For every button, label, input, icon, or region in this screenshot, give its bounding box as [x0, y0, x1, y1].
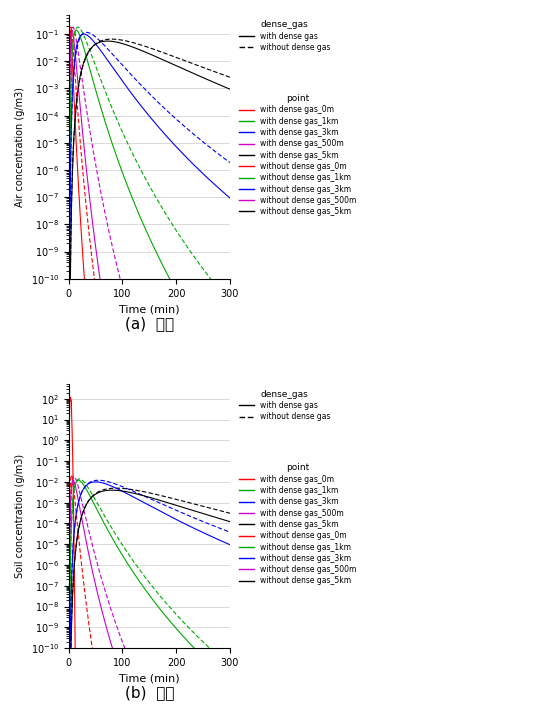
- Y-axis label: Soil concentration (g/m3): Soil concentration (g/m3): [15, 454, 25, 578]
- X-axis label: Time (min): Time (min): [119, 304, 180, 314]
- Text: (b)  토양: (b) 토양: [125, 685, 174, 700]
- Legend: with dense gas_0m, with dense gas_1km, with dense gas_3km, with dense gas_500m, : with dense gas_0m, with dense gas_1km, w…: [237, 93, 358, 217]
- X-axis label: Time (min): Time (min): [119, 673, 180, 683]
- Text: (a)  대기: (a) 대기: [125, 316, 174, 331]
- Y-axis label: Air concentration (g/m3): Air concentration (g/m3): [15, 87, 25, 207]
- Legend: with dense gas_0m, with dense gas_1km, with dense gas_3km, with dense gas_500m, : with dense gas_0m, with dense gas_1km, w…: [237, 462, 358, 587]
